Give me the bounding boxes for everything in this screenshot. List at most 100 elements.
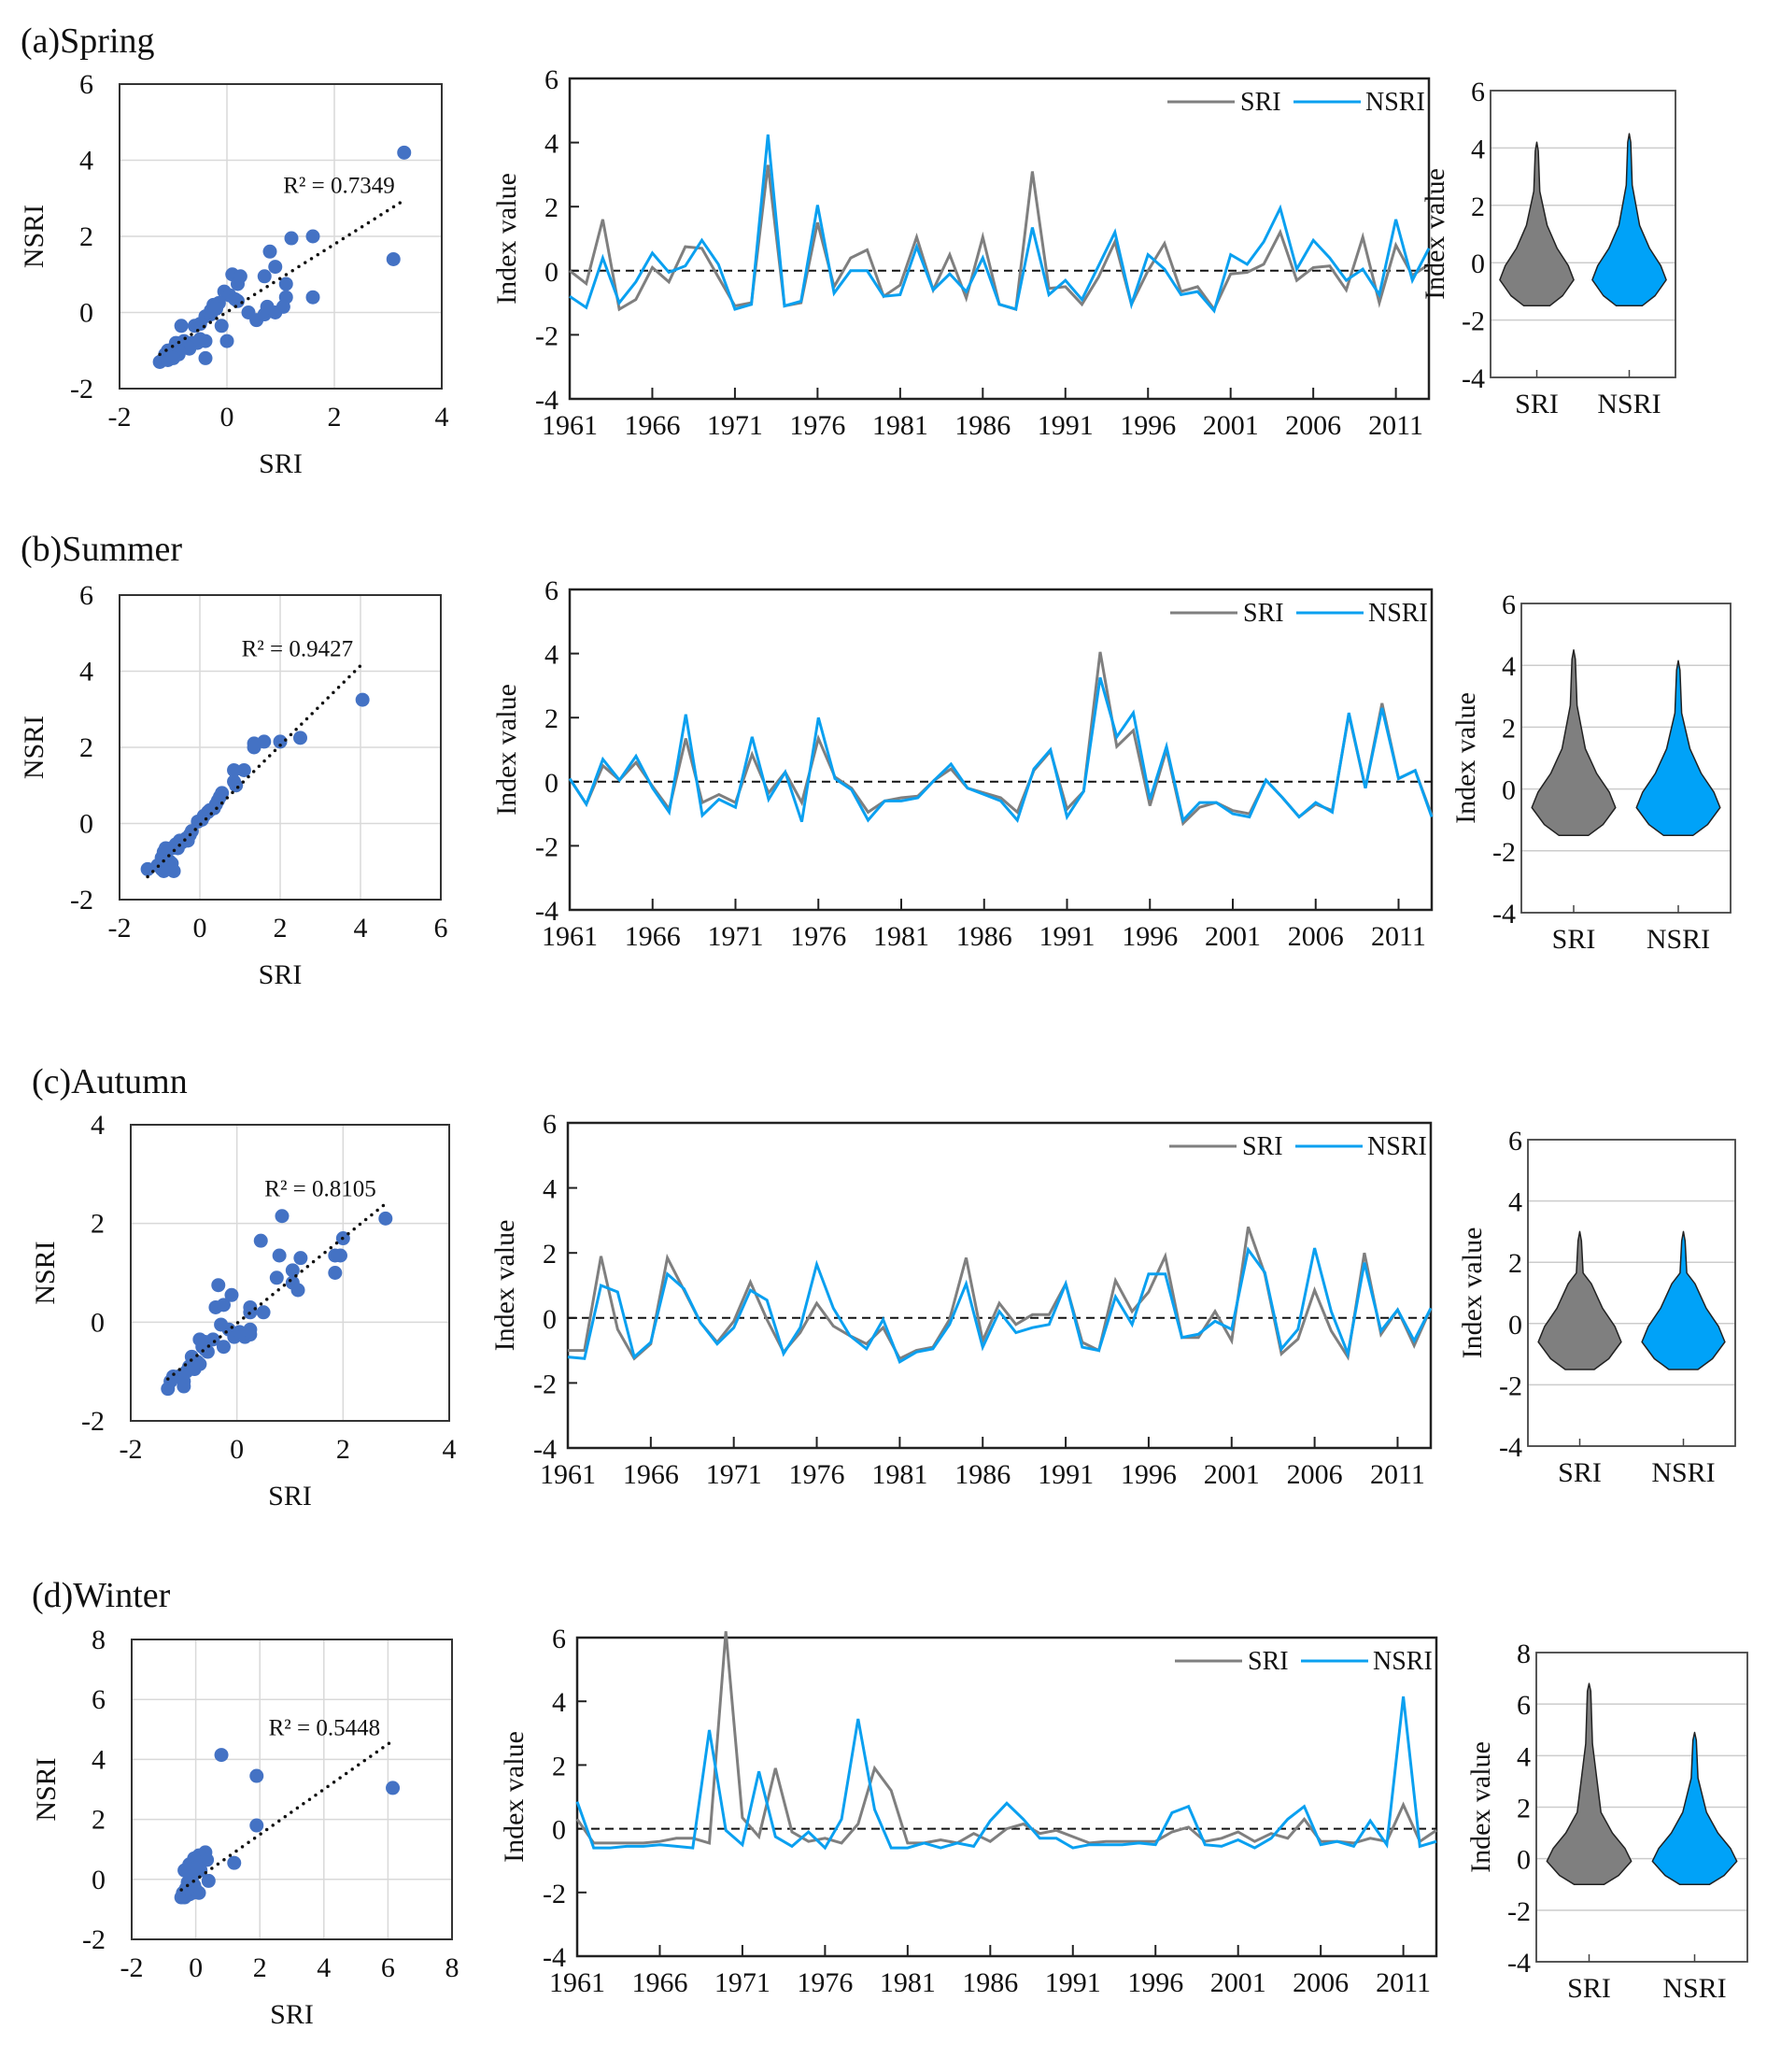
x-tick-label: 1991 — [1045, 1967, 1101, 1998]
y-tick-label: -2 — [1492, 837, 1516, 868]
x-tick-label: 1981 — [873, 921, 929, 952]
scatter-point — [214, 1748, 229, 1763]
y-tick-label: 0 — [1502, 775, 1516, 806]
x-tick-label: 2006 — [1288, 921, 1344, 952]
scatter-point — [386, 1781, 401, 1795]
scatter-point — [231, 293, 245, 308]
x-tick-label: -2 — [120, 1952, 144, 1983]
trendline — [179, 1740, 391, 1892]
violin-chart: -4 -2 0 2 4 6 SRI NSRI Index value — [1450, 589, 1732, 955]
scatter-point — [211, 1278, 226, 1293]
x-tick-label: NSRI — [1597, 389, 1661, 419]
x-tick-label: -2 — [108, 913, 132, 944]
line-chart: -4 -2 0 2 4 6 1961 1966 1971 1976 1981 1986 1991 1996… — [491, 64, 1431, 441]
scatter-point — [249, 1768, 264, 1783]
x-tick-label: 2011 — [1368, 410, 1423, 441]
y-tick-label: 4 — [79, 146, 93, 177]
x-tick-label: 8 — [445, 1952, 459, 1983]
x-tick-label: -2 — [120, 1434, 143, 1465]
x-tick-label: 1961 — [549, 1967, 605, 1998]
scatter-point — [386, 251, 401, 266]
x-tick-label: 2001 — [1203, 410, 1259, 441]
plot-frame — [568, 77, 1431, 401]
scatter-point — [397, 145, 412, 160]
x-tick-label: 1996 — [1121, 1459, 1177, 1490]
y-tick-label: 4 — [552, 1687, 566, 1718]
y-tick-label: 6 — [79, 580, 93, 611]
scatter-point — [166, 350, 180, 365]
r-squared-label: R² = 0.7349 — [283, 173, 395, 198]
y-tick-label: 2 — [544, 192, 558, 223]
series-line-nsri — [567, 1246, 1433, 1364]
x-tick-label: 1996 — [1120, 410, 1176, 441]
y-tick-label: 4 — [92, 1744, 106, 1775]
x-tick-label: 1976 — [797, 1967, 853, 1998]
y-tick-label: 2 — [79, 732, 93, 763]
y-axis-label: Index value — [1465, 1741, 1496, 1873]
y-tick-label: 0 — [544, 257, 558, 288]
x-tick-label: 4 — [354, 913, 368, 944]
x-tick-label: 2 — [253, 1952, 267, 1983]
scatter-point — [290, 1283, 305, 1298]
scatter-plot: -2 0 2 4 6 -2 0 2 4 6 R² = 0.9427 SRI NSRI — [19, 580, 448, 990]
scatter-point — [275, 1209, 290, 1224]
scatter-point — [182, 341, 197, 356]
scatter-plot: -2 0 2 4 6 8 -2 0 2 4 6 8 R² = 0.5448 SRI NSRI — [31, 1625, 459, 2030]
scatter-point — [355, 692, 370, 707]
trendline — [166, 1201, 388, 1381]
y-tick-label: 0 — [1508, 1310, 1522, 1341]
scatter-point — [273, 734, 288, 749]
panel-title: (b)Summer — [21, 530, 182, 569]
scatter-point — [208, 797, 223, 812]
x-tick-label: 1996 — [1122, 921, 1178, 952]
x-tick-label: 2006 — [1293, 1967, 1349, 1998]
scatter-point — [174, 319, 189, 334]
x-tick-label: 1961 — [542, 921, 598, 952]
y-tick-label: 6 — [543, 1109, 557, 1140]
scatter-point — [293, 1251, 308, 1266]
x-tick-label: SRI — [1515, 389, 1559, 419]
series-line-sri — [568, 1226, 1433, 1361]
y-tick-label: 6 — [1508, 1126, 1522, 1157]
scatter-point — [243, 1327, 258, 1342]
x-tick-label: 1976 — [789, 1459, 845, 1490]
y-tick-label: 4 — [544, 640, 558, 671]
legend-label-sri: SRI — [1240, 88, 1281, 117]
scatter-point — [284, 231, 299, 246]
violin-sri — [1499, 141, 1575, 307]
x-tick-label: SRI — [1567, 1973, 1611, 2004]
legend-label-sri: SRI — [1243, 599, 1284, 628]
plot-frame — [1535, 1652, 1748, 1963]
line-chart: -4 -2 0 2 4 6 1961 1966 1971 1976 1981 1986 1991 1996… — [489, 1109, 1433, 1490]
x-tick-label: 2006 — [1285, 410, 1341, 441]
y-axis-label: Index value — [1450, 692, 1481, 824]
scatter-point — [247, 740, 262, 755]
violin-nsri — [1641, 1230, 1726, 1370]
x-tick-label: 2001 — [1210, 1967, 1266, 1998]
y-tick-label: -2 — [1462, 306, 1485, 337]
scatter-point — [227, 762, 242, 777]
violin-sri — [1531, 648, 1617, 837]
x-tick-label: 0 — [189, 1952, 203, 1983]
y-axis-label: Index value — [491, 684, 522, 816]
violin-nsri — [1591, 133, 1667, 307]
y-tick-label: 0 — [79, 809, 93, 840]
r-squared-label: R² = 0.5448 — [269, 1716, 381, 1741]
x-tick-label: 1971 — [706, 1459, 762, 1490]
scatter-point — [268, 260, 283, 275]
y-tick-label: 0 — [91, 1307, 105, 1338]
r-squared-label: R² = 0.8105 — [264, 1177, 376, 1202]
y-tick-label: 8 — [1517, 1639, 1531, 1669]
scatter-point — [236, 762, 251, 777]
y-tick-label: 0 — [79, 298, 93, 329]
y-tick-label: -4 — [535, 385, 558, 416]
x-tick-label: 1986 — [956, 921, 1012, 952]
y-tick-label: -2 — [535, 831, 558, 862]
y-tick-label: 0 — [544, 768, 558, 799]
x-tick-label: 1981 — [872, 410, 928, 441]
scatter-point — [256, 1305, 271, 1320]
x-axis-label: SRI — [270, 1999, 314, 2030]
scatter-point — [278, 277, 293, 291]
y-tick-label: 0 — [1517, 1845, 1531, 1876]
